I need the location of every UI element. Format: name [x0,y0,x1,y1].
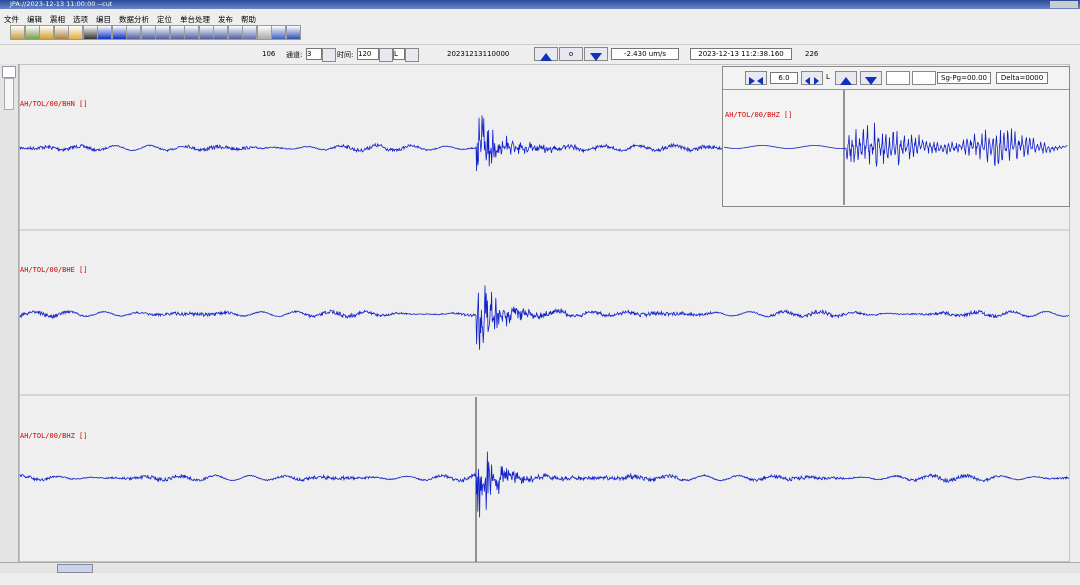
inset-trace-label: AH/TOL/00/BHZ [] [725,111,793,119]
up-button[interactable] [534,47,558,61]
tool-icon[interactable] [10,25,25,40]
inset-panel: 6.0 L Sg-Pg=00.00 Delta=0000 AH/TOL/00/B… [722,66,1070,207]
tool-icon[interactable] [256,25,272,40]
control-bar: 106 通道: 3 时间: 120 L 20231213110000 o -2.… [0,44,1080,63]
mode-select[interactable]: L [393,48,405,60]
menu-item[interactable]: 编目 [96,15,111,24]
channel-label: 通道: [286,51,303,59]
cursor-time: 2023-12-13 11:2:38.160 [690,48,792,60]
center-button[interactable]: o [559,47,583,61]
menu-item[interactable]: 帮助 [241,15,256,24]
inset-zoom: 6.0 [770,72,798,84]
menu-item[interactable]: 编辑 [27,15,42,24]
tool-icon[interactable] [184,25,199,40]
tool-icon[interactable] [126,25,141,40]
sg-pg: Sg-Pg=00.00 [937,72,991,84]
menu-item[interactable]: 单台处理 [180,15,210,24]
tool-icon[interactable] [242,25,257,40]
waveform [19,451,1070,518]
menu-item[interactable]: 震相 [50,15,65,24]
trace-label: AH/TOL/00/BHE [] [20,266,88,274]
scrollbar[interactable] [0,562,1080,573]
trace-label: AH/TOL/00/BHN [] [20,100,88,108]
time-label: 时间: [337,51,354,59]
tool-icon[interactable] [39,25,54,40]
tool-icon[interactable] [82,25,98,40]
side-gutter [0,64,19,570]
dropdown[interactable] [405,48,419,62]
waveform [19,285,1070,350]
tool-icon[interactable] [68,25,83,40]
window-controls[interactable] [1050,1,1078,8]
tool-icon[interactable] [169,25,185,40]
tool-icon[interactable] [285,25,301,40]
tool-icon[interactable] [24,25,40,40]
inset-shrink[interactable] [745,71,767,85]
tool-icon[interactable] [97,25,112,40]
side-button[interactable] [2,66,16,78]
menu-item[interactable]: 文件 [4,15,19,24]
down-button[interactable] [584,47,608,61]
inset-expand[interactable] [801,71,823,85]
amplitude: -2.430 um/s [611,48,679,60]
dropdown[interactable] [379,48,393,62]
menu-item[interactable]: 数据分析 [119,15,149,24]
menu-item[interactable]: 定位 [157,15,172,24]
tool-icon[interactable] [140,25,156,40]
start-time: 20231213110000 [447,50,510,58]
inset-down[interactable] [860,71,882,85]
inset-select[interactable] [912,71,936,85]
channel-select[interactable]: 3 [306,48,322,60]
menu-bar: 文件 编辑 震相 选项 编目 数据分析 定位 单台处理 发布 帮助 [0,11,260,24]
tool-icon[interactable] [271,25,286,40]
side-slider[interactable] [4,78,14,110]
inset-waveform [723,90,1068,205]
time-select[interactable]: 120 [357,48,379,60]
tool-icon[interactable] [213,25,228,40]
tool-icon[interactable] [227,25,243,40]
delta: Delta=0000 [996,72,1048,84]
window-title: JPA://2023-12-13 11:00:00 --cut [10,0,113,8]
inset-mode: L [826,73,830,81]
tool-icon[interactable] [53,25,69,40]
title-bar: JPA://2023-12-13 11:00:00 --cut [0,0,1080,9]
inset-up[interactable] [835,71,857,85]
scroll-thumb[interactable] [57,564,93,573]
dropdown[interactable] [322,48,336,62]
count: 106 [262,50,276,58]
inset-trace [723,122,1068,167]
inset-select[interactable] [886,71,910,85]
inset-divider [723,89,1069,90]
sample: 226 [805,50,819,58]
menu-item[interactable]: 选项 [73,15,88,24]
menu-item[interactable]: 发布 [218,15,233,24]
tool-icon[interactable] [198,25,214,40]
tool-icon[interactable] [155,25,170,40]
trace-label: AH/TOL/00/BHZ [] [20,432,88,440]
tool-icon[interactable] [111,25,127,40]
